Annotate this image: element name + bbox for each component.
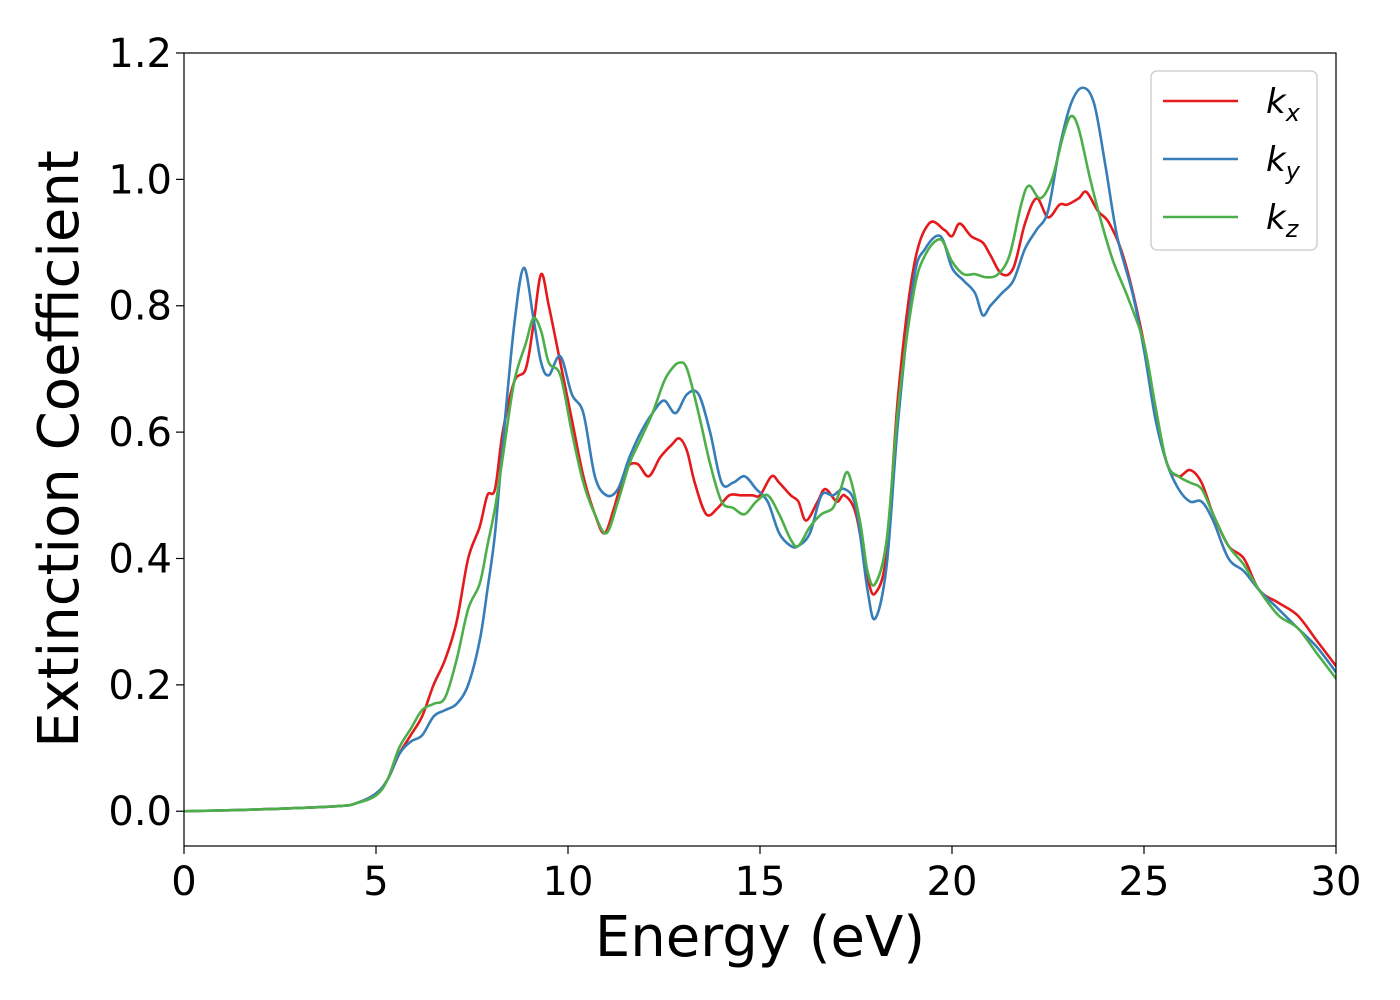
y-tick-label: 0.6	[108, 410, 172, 456]
x-axis: 0 5 10 15 20 25 30	[171, 846, 1361, 905]
y-tick-label: 0.0	[108, 789, 172, 835]
x-axis-title: Energy (eV)	[595, 905, 925, 970]
y-tick-label: 0.4	[108, 536, 172, 582]
series-layer	[184, 86, 1336, 813]
plot-area	[184, 53, 1336, 846]
x-tick-label: 30	[1311, 859, 1362, 905]
legend-label-z: kz	[1266, 198, 1300, 243]
y-tick-label: 0.2	[108, 663, 172, 709]
series-line-kz	[184, 114, 1336, 813]
y-axis-title: Extinction Coefficient	[27, 150, 92, 748]
x-tick-label: 0	[171, 859, 196, 905]
legend-label-y: ky	[1266, 140, 1301, 185]
y-axis: 0.0 0.2 0.4 0.6 0.8 1.0 1.2	[108, 31, 184, 835]
series-line-kx	[184, 190, 1336, 813]
x-tick-label: 15	[735, 859, 786, 905]
y-tick-label: 0.8	[108, 284, 172, 330]
x-tick-label: 20	[927, 859, 978, 905]
legend: kx ky kz	[1150, 70, 1318, 251]
legend-box	[1150, 70, 1318, 251]
legend-label-x: kx	[1266, 82, 1301, 127]
x-tick-label: 25	[1119, 859, 1170, 905]
y-tick-label: 1.2	[108, 31, 172, 77]
x-tick-label: 10	[543, 859, 594, 905]
x-tick-label: 5	[363, 859, 388, 905]
y-tick-label: 1.0	[108, 157, 172, 203]
